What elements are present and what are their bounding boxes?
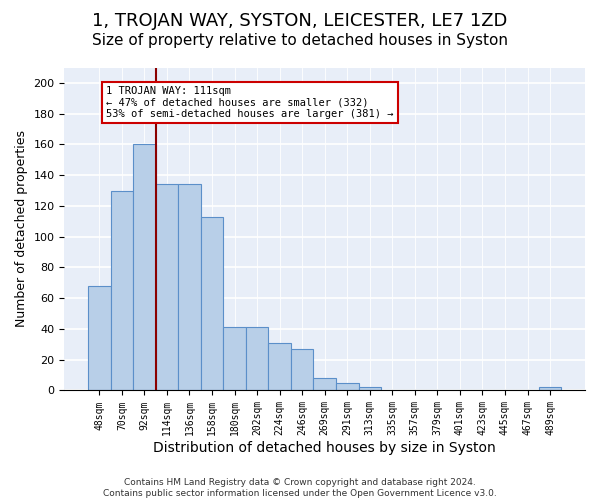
Text: 1, TROJAN WAY, SYSTON, LEICESTER, LE7 1ZD: 1, TROJAN WAY, SYSTON, LEICESTER, LE7 1Z… <box>92 12 508 30</box>
Bar <box>336 383 359 390</box>
Bar <box>539 388 562 390</box>
Text: Contains HM Land Registry data © Crown copyright and database right 2024.
Contai: Contains HM Land Registry data © Crown c… <box>103 478 497 498</box>
Bar <box>201 216 223 390</box>
Bar <box>268 343 291 390</box>
Bar <box>246 328 268 390</box>
Bar <box>110 190 133 390</box>
X-axis label: Distribution of detached houses by size in Syston: Distribution of detached houses by size … <box>154 441 496 455</box>
Bar <box>359 388 381 390</box>
Y-axis label: Number of detached properties: Number of detached properties <box>15 130 28 328</box>
Text: Size of property relative to detached houses in Syston: Size of property relative to detached ho… <box>92 32 508 48</box>
Bar <box>88 286 110 391</box>
Bar <box>313 378 336 390</box>
Text: 1 TROJAN WAY: 111sqm
← 47% of detached houses are smaller (332)
53% of semi-deta: 1 TROJAN WAY: 111sqm ← 47% of detached h… <box>106 86 394 119</box>
Bar <box>178 184 201 390</box>
Bar <box>155 184 178 390</box>
Bar <box>133 144 155 390</box>
Bar <box>223 328 246 390</box>
Bar <box>291 349 313 391</box>
